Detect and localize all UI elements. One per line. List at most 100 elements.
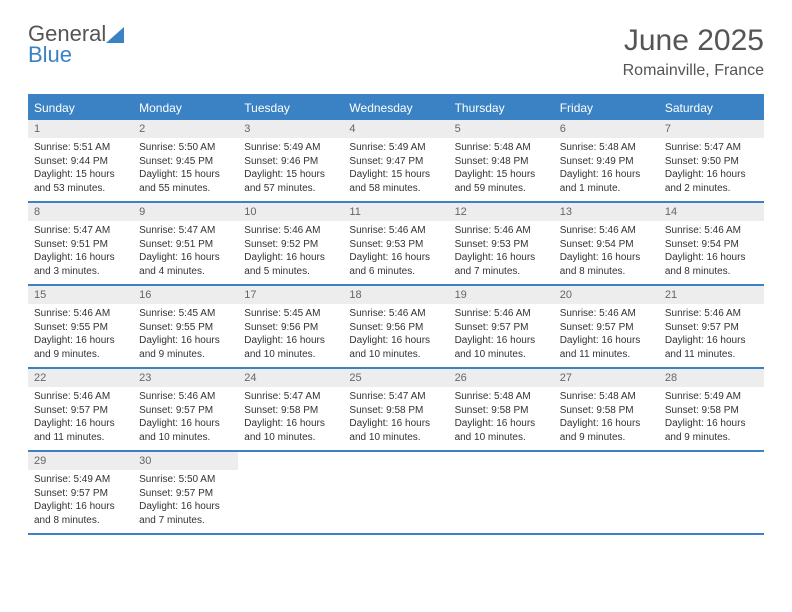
logo-text: General Blue xyxy=(28,24,124,66)
sunset-line: Sunset: 9:56 PM xyxy=(349,321,442,335)
sunset-line: Sunset: 9:57 PM xyxy=(139,404,232,418)
day-cell: 28Sunrise: 5:49 AMSunset: 9:58 PMDayligh… xyxy=(659,369,764,450)
daylight-line: Daylight: 16 hours and 9 minutes. xyxy=(34,334,127,361)
day-number: 12 xyxy=(449,203,554,221)
sunset-line: Sunset: 9:58 PM xyxy=(560,404,653,418)
logo-line2: Blue xyxy=(28,45,124,66)
day-content: Sunrise: 5:46 AMSunset: 9:55 PMDaylight:… xyxy=(28,304,133,367)
daylight-line: Daylight: 15 hours and 57 minutes. xyxy=(244,168,337,195)
daylight-line: Daylight: 16 hours and 5 minutes. xyxy=(244,251,337,278)
day-number: 10 xyxy=(238,203,343,221)
day-content: Sunrise: 5:46 AMSunset: 9:56 PMDaylight:… xyxy=(343,304,448,367)
day-content: Sunrise: 5:46 AMSunset: 9:54 PMDaylight:… xyxy=(554,221,659,284)
day-content: Sunrise: 5:49 AMSunset: 9:58 PMDaylight:… xyxy=(659,387,764,450)
sunrise-line: Sunrise: 5:49 AM xyxy=(244,141,337,155)
day-header-cell: Sunday xyxy=(28,96,133,120)
sunrise-line: Sunrise: 5:48 AM xyxy=(560,390,653,404)
daylight-line: Daylight: 16 hours and 10 minutes. xyxy=(244,417,337,444)
day-cell: 23Sunrise: 5:46 AMSunset: 9:57 PMDayligh… xyxy=(133,369,238,450)
day-cell: 3Sunrise: 5:49 AMSunset: 9:46 PMDaylight… xyxy=(238,120,343,201)
day-cell-empty xyxy=(554,452,659,533)
sunset-line: Sunset: 9:55 PM xyxy=(139,321,232,335)
sunset-line: Sunset: 9:57 PM xyxy=(665,321,758,335)
title-block: June 2025 Romainville, France xyxy=(623,24,764,80)
day-content: Sunrise: 5:51 AMSunset: 9:44 PMDaylight:… xyxy=(28,138,133,201)
daylight-line: Daylight: 16 hours and 7 minutes. xyxy=(139,500,232,527)
day-number: 26 xyxy=(449,369,554,387)
day-cell: 18Sunrise: 5:46 AMSunset: 9:56 PMDayligh… xyxy=(343,286,448,367)
day-number: 25 xyxy=(343,369,448,387)
daylight-line: Daylight: 16 hours and 8 minutes. xyxy=(665,251,758,278)
day-header-cell: Tuesday xyxy=(238,96,343,120)
day-content: Sunrise: 5:46 AMSunset: 9:54 PMDaylight:… xyxy=(659,221,764,284)
day-header-cell: Thursday xyxy=(449,96,554,120)
daylight-line: Daylight: 15 hours and 58 minutes. xyxy=(349,168,442,195)
sunset-line: Sunset: 9:51 PM xyxy=(34,238,127,252)
day-cell-empty xyxy=(343,452,448,533)
day-content: Sunrise: 5:48 AMSunset: 9:58 PMDaylight:… xyxy=(554,387,659,450)
sunrise-line: Sunrise: 5:46 AM xyxy=(455,307,548,321)
sunset-line: Sunset: 9:50 PM xyxy=(665,155,758,169)
day-content: Sunrise: 5:46 AMSunset: 9:57 PMDaylight:… xyxy=(133,387,238,450)
day-content: Sunrise: 5:47 AMSunset: 9:51 PMDaylight:… xyxy=(133,221,238,284)
daylight-line: Daylight: 16 hours and 11 minutes. xyxy=(34,417,127,444)
daylight-line: Daylight: 15 hours and 53 minutes. xyxy=(34,168,127,195)
day-content: Sunrise: 5:45 AMSunset: 9:56 PMDaylight:… xyxy=(238,304,343,367)
day-cell: 30Sunrise: 5:50 AMSunset: 9:57 PMDayligh… xyxy=(133,452,238,533)
sunrise-line: Sunrise: 5:46 AM xyxy=(665,307,758,321)
daylight-line: Daylight: 16 hours and 7 minutes. xyxy=(455,251,548,278)
day-content: Sunrise: 5:48 AMSunset: 9:48 PMDaylight:… xyxy=(449,138,554,201)
day-content: Sunrise: 5:50 AMSunset: 9:45 PMDaylight:… xyxy=(133,138,238,201)
day-cell: 9Sunrise: 5:47 AMSunset: 9:51 PMDaylight… xyxy=(133,203,238,284)
day-content: Sunrise: 5:48 AMSunset: 9:58 PMDaylight:… xyxy=(449,387,554,450)
sunrise-line: Sunrise: 5:46 AM xyxy=(34,390,127,404)
daylight-line: Daylight: 16 hours and 10 minutes. xyxy=(139,417,232,444)
sunrise-line: Sunrise: 5:51 AM xyxy=(34,141,127,155)
day-cell: 20Sunrise: 5:46 AMSunset: 9:57 PMDayligh… xyxy=(554,286,659,367)
daylight-line: Daylight: 16 hours and 10 minutes. xyxy=(455,334,548,361)
day-content: Sunrise: 5:50 AMSunset: 9:57 PMDaylight:… xyxy=(133,470,238,533)
sunrise-line: Sunrise: 5:48 AM xyxy=(455,390,548,404)
sunset-line: Sunset: 9:46 PM xyxy=(244,155,337,169)
sunrise-line: Sunrise: 5:46 AM xyxy=(244,224,337,238)
day-cell: 8Sunrise: 5:47 AMSunset: 9:51 PMDaylight… xyxy=(28,203,133,284)
day-content: Sunrise: 5:46 AMSunset: 9:57 PMDaylight:… xyxy=(28,387,133,450)
sunset-line: Sunset: 9:58 PM xyxy=(244,404,337,418)
sunset-line: Sunset: 9:52 PM xyxy=(244,238,337,252)
day-content: Sunrise: 5:47 AMSunset: 9:50 PMDaylight:… xyxy=(659,138,764,201)
day-number: 1 xyxy=(28,120,133,138)
sunrise-line: Sunrise: 5:48 AM xyxy=(455,141,548,155)
day-cell: 22Sunrise: 5:46 AMSunset: 9:57 PMDayligh… xyxy=(28,369,133,450)
day-cell: 21Sunrise: 5:46 AMSunset: 9:57 PMDayligh… xyxy=(659,286,764,367)
location: Romainville, France xyxy=(623,62,764,80)
sunset-line: Sunset: 9:57 PM xyxy=(455,321,548,335)
sunset-line: Sunset: 9:53 PM xyxy=(455,238,548,252)
day-number: 19 xyxy=(449,286,554,304)
logo: General Blue xyxy=(28,24,124,66)
daylight-line: Daylight: 16 hours and 8 minutes. xyxy=(560,251,653,278)
day-cell: 29Sunrise: 5:49 AMSunset: 9:57 PMDayligh… xyxy=(28,452,133,533)
day-cell-empty xyxy=(449,452,554,533)
sunset-line: Sunset: 9:57 PM xyxy=(560,321,653,335)
daylight-line: Daylight: 16 hours and 8 minutes. xyxy=(34,500,127,527)
day-cell: 27Sunrise: 5:48 AMSunset: 9:58 PMDayligh… xyxy=(554,369,659,450)
day-cell: 11Sunrise: 5:46 AMSunset: 9:53 PMDayligh… xyxy=(343,203,448,284)
day-number: 6 xyxy=(554,120,659,138)
day-content: Sunrise: 5:46 AMSunset: 9:57 PMDaylight:… xyxy=(554,304,659,367)
sunset-line: Sunset: 9:47 PM xyxy=(349,155,442,169)
sunrise-line: Sunrise: 5:46 AM xyxy=(455,224,548,238)
calendar-week: 29Sunrise: 5:49 AMSunset: 9:57 PMDayligh… xyxy=(28,452,764,535)
calendar: SundayMondayTuesdayWednesdayThursdayFrid… xyxy=(28,94,764,535)
day-number: 7 xyxy=(659,120,764,138)
daylight-line: Daylight: 16 hours and 11 minutes. xyxy=(665,334,758,361)
day-cell: 5Sunrise: 5:48 AMSunset: 9:48 PMDaylight… xyxy=(449,120,554,201)
day-number: 11 xyxy=(343,203,448,221)
day-content: Sunrise: 5:49 AMSunset: 9:57 PMDaylight:… xyxy=(28,470,133,533)
daylight-line: Daylight: 16 hours and 9 minutes. xyxy=(665,417,758,444)
day-number: 23 xyxy=(133,369,238,387)
day-number: 14 xyxy=(659,203,764,221)
day-number: 18 xyxy=(343,286,448,304)
sunrise-line: Sunrise: 5:47 AM xyxy=(349,390,442,404)
day-number: 30 xyxy=(133,452,238,470)
sunset-line: Sunset: 9:44 PM xyxy=(34,155,127,169)
